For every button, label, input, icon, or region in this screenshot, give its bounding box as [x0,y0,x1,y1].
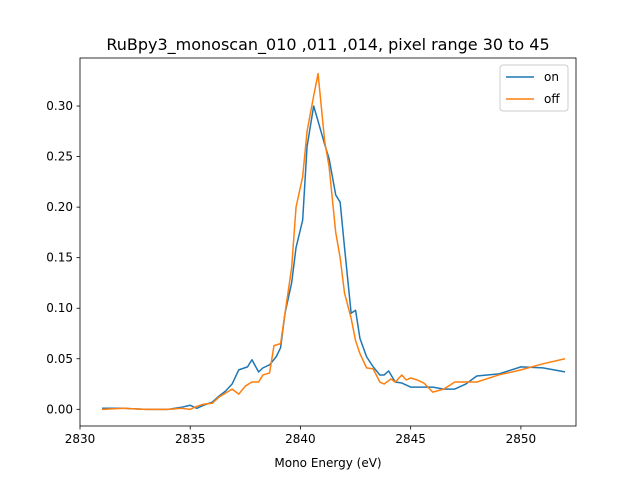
plot-frame [79,57,577,427]
x-tick-label: 2840 [285,432,316,446]
x-tick-label: 2845 [395,432,426,446]
y-tick-label: 0.25 [46,150,73,164]
y-tick-label: 0.05 [46,352,73,366]
legend-label-on: on [544,70,559,84]
y-tick-label: 0.20 [46,200,73,214]
legend-label-off: off [544,92,560,106]
legend: on off [499,64,569,112]
chart-title: RuBpy3_monoscan_010 ,011 ,014, pixel ran… [106,35,549,55]
x-tick-label: 2830 [65,432,96,446]
y-tick-label: 0.10 [46,301,73,315]
y-axis: 0.00 0.05 0.10 0.15 0.20 0.25 0.30 [46,99,80,416]
x-tick-label: 2850 [506,432,537,446]
y-tick-label: 0.15 [46,251,73,265]
x-axis: 2830 2835 2840 2845 2850 [65,426,536,446]
x-axis-label: Mono Energy (eV) [274,456,381,470]
plot-area [79,57,577,427]
x-tick-label: 2835 [175,432,206,446]
series-line-off [102,72,566,411]
y-tick-label: 0.30 [46,99,73,113]
y-tick-label: 0.00 [46,402,73,416]
